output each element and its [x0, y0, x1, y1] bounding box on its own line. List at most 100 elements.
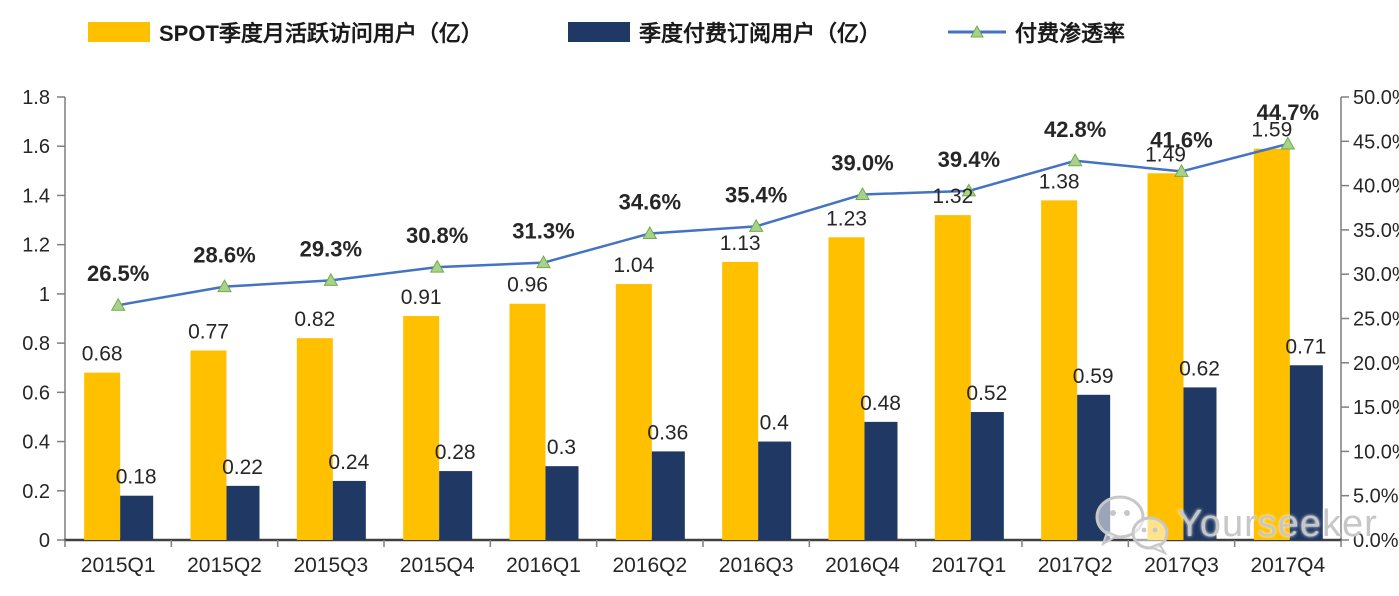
mau-value-label-2015Q3: 0.82 — [294, 308, 335, 331]
mau-value-label-2016Q4: 1.23 — [826, 207, 867, 230]
mau-bar-2015Q3 — [296, 338, 333, 540]
subscribers-bar-2015Q2 — [226, 485, 260, 540]
subscribers-legend-swatch — [568, 22, 630, 42]
left-axis-tick-label: 1.8 — [22, 87, 50, 109]
mau-bar-2015Q2 — [190, 350, 227, 540]
right-axis-tick-label: 0.0% — [1353, 530, 1399, 552]
mau-legend-label: SPOT季度月活跃访问用户（亿） — [159, 21, 483, 46]
left-axis-tick-label: 0.8 — [22, 333, 50, 355]
right-axis-tick-label: 25.0% — [1353, 309, 1399, 331]
mau-value-label-2015Q1: 0.68 — [82, 343, 123, 366]
penetration-value-label-2015Q3: 29.3% — [300, 236, 362, 261]
penetration-line — [117, 142, 1289, 307]
x-axis-label-2015Q2: 2015Q2 — [187, 554, 262, 577]
subscribers-value-label-2015Q3: 0.24 — [328, 451, 369, 474]
left-axis-tick-label: 1.6 — [22, 136, 50, 158]
mau-bar-2016Q4 — [828, 237, 865, 541]
subscribers-bar-2017Q3 — [1183, 387, 1217, 540]
penetration-value-label-2017Q4: 44.7% — [1257, 100, 1319, 125]
subscribers-bar-2017Q2 — [1077, 394, 1111, 540]
mau-bar-2017Q4 — [1253, 148, 1290, 540]
penetration-value-label-2015Q2: 28.6% — [193, 243, 255, 268]
right-axis-tick-label: 40.0% — [1353, 176, 1399, 198]
subscribers-bar-2016Q3 — [758, 441, 792, 540]
penetration-marker-2017Q1 — [961, 183, 977, 197]
subscribers-bar-2017Q1 — [970, 412, 1004, 540]
subscribers-bar-2015Q3 — [332, 480, 366, 540]
penetration-marker-2015Q4 — [429, 259, 445, 273]
subscribers-bar-2015Q1 — [120, 495, 154, 540]
left-axis-tick-label: 1 — [39, 284, 50, 306]
subscribers-value-label-2017Q1: 0.52 — [966, 382, 1007, 405]
penetration-marker-2017Q4 — [1280, 136, 1296, 150]
legend-item-subscribers: 季度付费订阅用户（亿） — [568, 16, 881, 48]
penetration-value-label-2017Q3: 41.6% — [1150, 127, 1212, 152]
right-axis-tick-label: 35.0% — [1353, 220, 1399, 242]
right-axis-tick-label: 20.0% — [1353, 353, 1399, 375]
penetration-value-label-2017Q1: 39.4% — [938, 147, 1000, 172]
penetration-marker-2016Q1 — [536, 255, 551, 269]
subscribers-value-label-2016Q4: 0.48 — [860, 392, 901, 415]
mau-bar-2015Q1 — [84, 372, 121, 540]
mau-value-label-2016Q2: 1.04 — [613, 254, 654, 277]
mau-legend-swatch — [88, 22, 150, 42]
x-axis-label-2017Q3: 2017Q3 — [1144, 554, 1219, 577]
mau-value-label-2016Q3: 1.13 — [720, 232, 761, 255]
subscribers-bar-2016Q1 — [545, 466, 579, 540]
penetration-marker-2016Q4 — [855, 186, 870, 200]
legend-item-mau: SPOT季度月活跃访问用户（亿） — [88, 16, 483, 48]
penetration-value-label-2015Q1: 26.5% — [87, 261, 149, 286]
legend-item-penetration: 付费渗透率 — [948, 16, 1125, 48]
mau-value-label-2015Q4: 0.91 — [401, 286, 442, 309]
subscribers-value-label-2016Q1: 0.3 — [547, 436, 576, 459]
subscribers-bar-2015Q4 — [439, 471, 473, 540]
right-axis-tick-label: 10.0% — [1353, 441, 1399, 463]
mau-bar-2017Q2 — [1041, 200, 1078, 540]
subscribers-value-label-2017Q3: 0.62 — [1179, 357, 1220, 380]
subscribers-value-label-2015Q1: 0.18 — [116, 466, 157, 489]
penetration-value-label-2016Q3: 35.4% — [725, 182, 787, 207]
x-axis-label-2017Q2: 2017Q2 — [1038, 554, 1113, 577]
left-axis-tick-label: 0.4 — [22, 432, 50, 454]
subscribers-value-label-2017Q2: 0.59 — [1073, 365, 1114, 388]
x-axis-label-2017Q1: 2017Q1 — [931, 554, 1006, 577]
right-axis-tick-label: 30.0% — [1353, 264, 1399, 286]
penetration-marker-2017Q2 — [1067, 153, 1083, 167]
right-axis-tick-label: 45.0% — [1353, 131, 1399, 153]
mau-bar-2015Q4 — [403, 316, 440, 540]
penetration-marker-2016Q3 — [748, 218, 764, 232]
mau-value-label-2017Q4: 1.59 — [1251, 119, 1292, 142]
x-axis-label-2017Q4: 2017Q4 — [1250, 554, 1325, 577]
penetration-marker-2016Q2 — [642, 225, 658, 239]
x-axis-label-2015Q4: 2015Q4 — [400, 554, 475, 577]
right-axis-tick-label: 15.0% — [1353, 397, 1399, 419]
penetration-legend-label: 付费渗透率 — [1015, 21, 1126, 46]
x-axis-label-2015Q3: 2015Q3 — [293, 554, 368, 577]
subscribers-value-label-2015Q2: 0.22 — [222, 456, 263, 479]
right-axis-tick-label: 5.0% — [1353, 486, 1399, 508]
right-axis-tick-label: 50.0% — [1353, 87, 1399, 109]
mau-bar-2017Q1 — [934, 215, 971, 540]
penetration-marker-2015Q3 — [323, 272, 339, 286]
x-axis-label-2016Q2: 2016Q2 — [612, 554, 687, 577]
subscribers-bar-2016Q2 — [651, 451, 685, 540]
penetration-value-label-2017Q2: 42.8% — [1044, 117, 1106, 142]
penetration-marker-2017Q3 — [1174, 163, 1189, 177]
x-axis-label-2016Q3: 2016Q3 — [719, 554, 794, 577]
penetration-value-label-2016Q4: 39.0% — [831, 150, 893, 175]
mau-value-label-2017Q2: 1.38 — [1039, 170, 1080, 193]
mau-bar-2016Q1 — [509, 303, 546, 540]
mau-bar-2017Q3 — [1147, 173, 1184, 541]
subscribers-bar-2016Q4 — [864, 421, 898, 540]
penetration-marker-2015Q1 — [110, 297, 126, 311]
penetration-value-label-2015Q4: 30.8% — [406, 223, 468, 248]
mau-value-label-2015Q2: 0.77 — [188, 320, 229, 343]
subscribers-legend-label: 季度付费订阅用户（亿） — [639, 21, 882, 46]
mau-value-label-2016Q1: 0.96 — [507, 274, 548, 297]
left-axis-tick-label: 1.2 — [22, 235, 50, 257]
subscribers-value-label-2017Q4: 0.71 — [1285, 335, 1326, 358]
x-axis-label-2016Q1: 2016Q1 — [506, 554, 581, 577]
penetration-value-label-2016Q2: 34.6% — [619, 189, 681, 214]
